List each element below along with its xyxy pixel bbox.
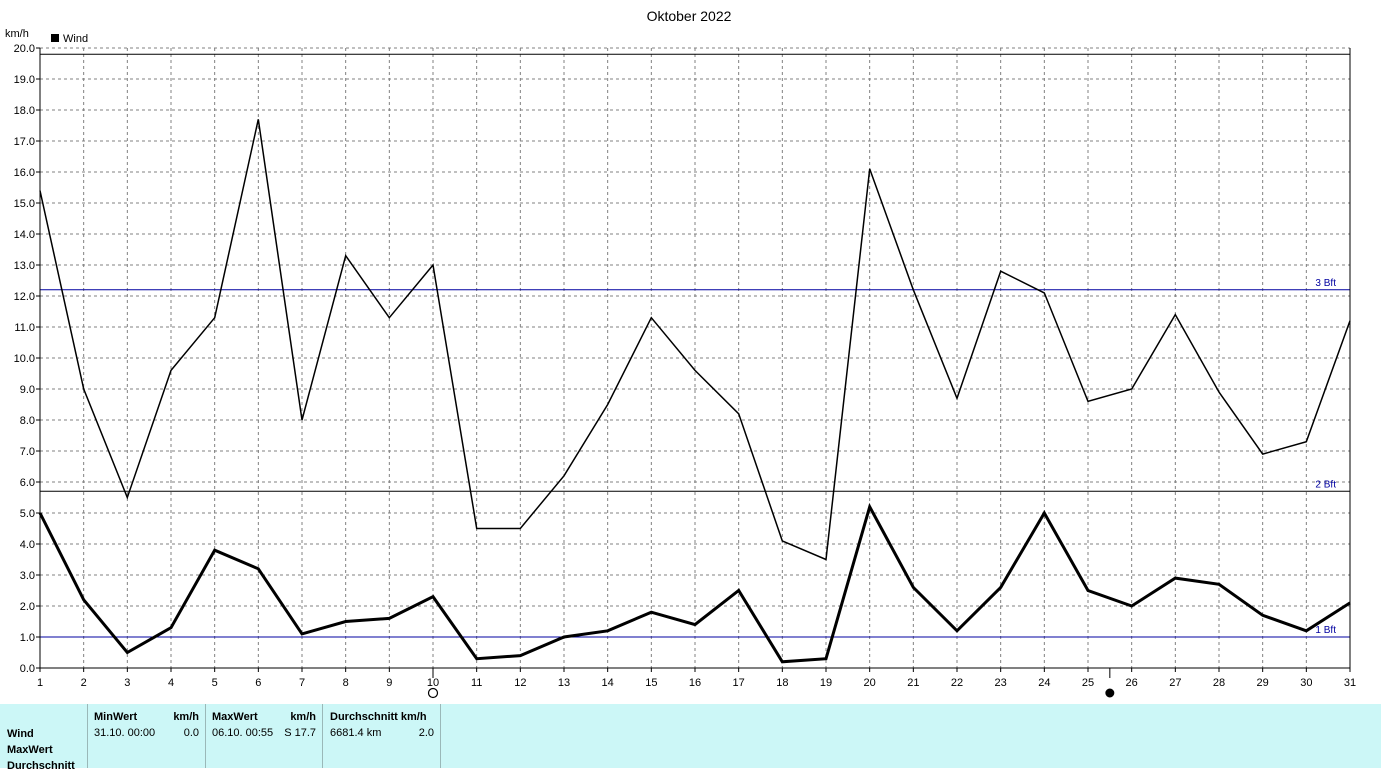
x-tick-label: 24 [1038,677,1050,689]
min-value: 0.0 [183,727,199,739]
max-date: 06.10. 00:55 [212,727,274,739]
full-moon-icon [427,687,439,699]
y-tick-label: 6.0 [20,477,35,489]
tick-labels: 0.01.02.03.04.05.06.07.08.09.010.011.012… [14,43,1357,689]
x-tick-label: 11 [471,677,482,689]
y-tick-label: 10.0 [14,353,35,365]
y-tick-label: 15.0 [14,198,35,210]
grid-lines [40,47,1350,668]
series-line-max [39,119,1351,561]
legend-label: Wind [63,33,88,45]
reference-lines: 1 Bft 2 Bft 3 Bft [40,53,1350,638]
y-tick-label: 18.0 [14,105,35,117]
series-lines [38,119,1351,664]
y-tick-label: 19.0 [14,74,35,86]
x-tick-label: 25 [1082,677,1094,689]
x-tick-label: 30 [1300,677,1312,689]
x-tick-label: 4 [168,677,174,689]
chart-title: Oktober 2022 [647,8,732,24]
y-tick-label: 2.0 [20,601,35,613]
bft-label: 2 Bft [1315,479,1336,490]
stats-max-column: MaxWert km/h 06.10. 00:55 S 17.7 [206,704,323,768]
wind-chart: 1 Bft 2 Bft 3 Bft 0.0 1.0 2.0 3.0 4.0 5.0 6.0 7.0… [5,8,1357,699]
x-tick-label: 13 [558,677,570,689]
y-tick-label: 9.0 [20,384,35,396]
stats-panel: Wind MaxWert Durchschnitt MinWert km/h 3… [0,704,1381,772]
x-tick-label: 31 [1344,677,1356,689]
y-tick-label: 16.0 [14,167,35,179]
x-tick-label: 19 [820,677,832,689]
bft-label: 3 Bft [1315,278,1336,289]
x-tick-label: 5 [212,677,218,689]
y-tick-label: 1.0 [20,632,35,644]
min-date: 31.10. 00:00 [94,727,156,739]
stats-row-labels-column: Wind MaxWert Durchschnitt [0,704,88,772]
series-line-mean [38,502,1351,664]
y-tick-label: 14.0 [14,229,35,241]
y-tick-label: 7.0 [20,446,35,458]
max-value: S 17.7 [284,727,316,739]
x-tick-label: 27 [1169,677,1181,689]
row-label-maxwert: MaxWert [7,744,53,756]
x-tick-label: 6 [255,677,261,689]
x-tick-label: 3 [124,677,130,689]
y-tick-label: 0.0 [20,663,35,675]
y-tick-label: 12.0 [14,291,35,303]
avg-distance: 6681.4 km [330,727,382,739]
x-tick-label: 14 [602,677,614,689]
x-tick-label: 29 [1257,677,1269,689]
stats-avg-column: Durchschnitt km/h 6681.4 km 2.0 [323,704,441,768]
legend-swatch [51,34,59,42]
x-tick-label: 9 [386,677,392,689]
stats-min-column: MinWert km/h 31.10. 00:00 0.0 [88,704,206,768]
x-tick-label: 28 [1213,677,1225,689]
bft-label: 1 Bft [1315,625,1336,636]
y-tick-label: 11.0 [14,322,35,334]
y-axis-unit: km/h [5,28,29,40]
y-tick-label: 8.0 [20,415,35,427]
min-header: MinWert [94,711,138,723]
new-moon-icon [1105,688,1115,698]
row-label-wind: Wind [7,728,34,740]
min-unit: km/h [173,711,199,723]
x-tick-label: 17 [733,677,745,689]
stats-row-labels: Wind MaxWert Durchschnitt [7,726,75,774]
y-tick-label: 13.0 [14,260,35,272]
y-tick-label: 5.0 [20,508,35,520]
max-unit: km/h [290,711,316,723]
y-tick-label: 3.0 [20,570,35,582]
x-tick-label: 20 [864,677,876,689]
x-tick-label: 8 [343,677,349,689]
x-tick-label: 16 [689,677,701,689]
x-tick-label: 21 [907,677,919,689]
x-tick-label: 2 [81,677,87,689]
y-tick-label: 17.0 [14,136,35,148]
x-tick-label: 15 [645,677,657,689]
x-tick-label: 7 [299,677,305,689]
moon-markers [427,668,1115,699]
avg-header: Durchschnitt km/h [330,711,427,723]
y-tick-label: 20.0 [14,43,35,55]
x-tick-label: 12 [514,677,526,689]
x-tick-label: 22 [951,677,963,689]
y-tick-label: 4.0 [20,539,35,551]
axes [36,47,1351,672]
x-tick-label: 26 [1126,677,1138,689]
x-tick-label: 1 [37,677,43,689]
x-tick-label: 23 [995,677,1007,689]
x-tick-label: 18 [776,677,788,689]
row-label-durchschnitt: Durchschnitt [7,760,75,772]
x-tick-label: 10 [427,677,439,689]
avg-value: 2.0 [418,727,434,739]
max-header: MaxWert [212,711,258,723]
